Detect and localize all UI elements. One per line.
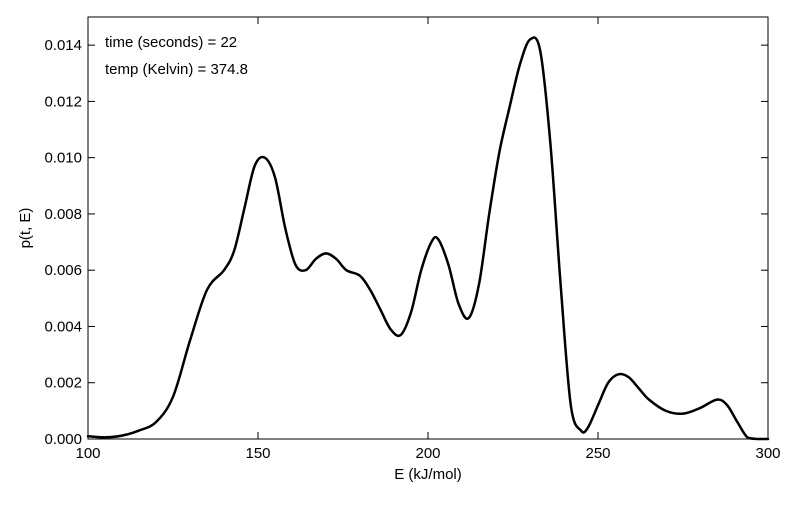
x-tick-label: 300 — [755, 445, 780, 462]
y-tick-label: 0.014 — [44, 37, 82, 54]
y-tick-label: 0.000 — [44, 431, 82, 448]
x-tick-label: 250 — [585, 445, 610, 462]
x-axis-label: E (kJ/mol) — [394, 466, 462, 483]
y-tick-label: 0.004 — [44, 318, 82, 335]
annotation-temp: temp (Kelvin) = 374.8 — [105, 61, 248, 78]
y-axis-label: p(t, E) — [17, 208, 34, 249]
ticks-layer: 100 150 200 250 300 0.000 0.002 0.004 0.006 0.008… — [44, 17, 781, 462]
y-tick-label: 0.010 — [44, 150, 82, 167]
series-line — [86, 36, 770, 441]
y-tick-label: 0.008 — [44, 206, 82, 223]
y-tick-label: 0.006 — [44, 262, 82, 279]
plot-frame — [87, 16, 769, 440]
y-tick-label: 0.002 — [44, 375, 82, 392]
x-tick-label: 150 — [245, 445, 270, 462]
x-tick-label: 100 — [75, 445, 100, 462]
annotation-time: time (seconds) = 22 — [105, 34, 237, 51]
x-tick-label: 200 — [415, 445, 440, 462]
y-tick-label: 0.012 — [44, 93, 82, 110]
